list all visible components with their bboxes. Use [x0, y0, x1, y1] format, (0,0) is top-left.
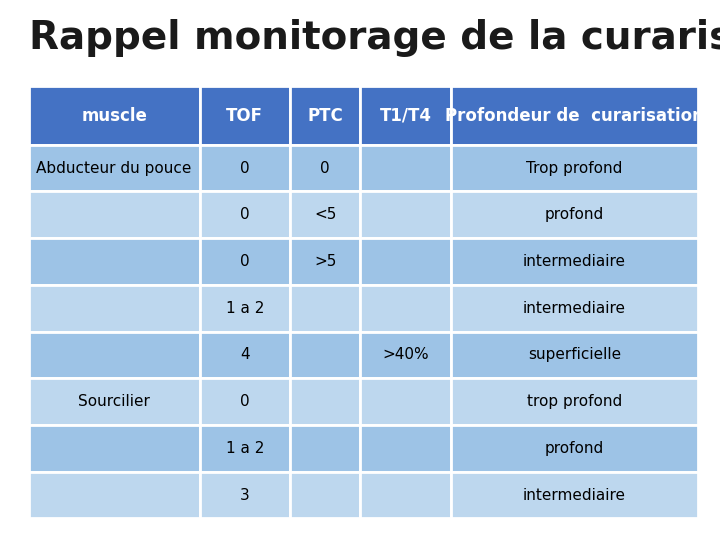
- Text: 0: 0: [320, 160, 330, 176]
- Bar: [451, 86, 698, 145]
- Text: intermediaire: intermediaire: [523, 488, 626, 503]
- Bar: [29, 238, 199, 285]
- Bar: [199, 472, 290, 518]
- Bar: [290, 192, 360, 238]
- Bar: [360, 285, 451, 332]
- Text: Profondeur de  curarisation: Profondeur de curarisation: [445, 106, 704, 125]
- Bar: [360, 472, 451, 518]
- Bar: [199, 86, 290, 145]
- Bar: [451, 332, 698, 378]
- Bar: [290, 285, 360, 332]
- Bar: [199, 332, 290, 378]
- Bar: [451, 285, 698, 332]
- Bar: [360, 238, 451, 285]
- Bar: [199, 145, 290, 192]
- Text: 0: 0: [240, 254, 250, 269]
- Bar: [199, 192, 290, 238]
- Bar: [199, 285, 290, 332]
- Text: profond: profond: [545, 207, 604, 222]
- Text: 4: 4: [240, 347, 250, 362]
- Text: Sourcilier: Sourcilier: [78, 394, 150, 409]
- Bar: [29, 378, 199, 425]
- Bar: [290, 332, 360, 378]
- Text: 0: 0: [240, 160, 250, 176]
- Bar: [290, 425, 360, 472]
- Text: Trop profond: Trop profond: [526, 160, 623, 176]
- Bar: [360, 86, 451, 145]
- Bar: [360, 378, 451, 425]
- Bar: [29, 192, 199, 238]
- Text: <5: <5: [314, 207, 336, 222]
- Bar: [29, 472, 199, 518]
- Text: muscle: muscle: [81, 106, 147, 125]
- Text: Abducteur du pouce: Abducteur du pouce: [37, 160, 192, 176]
- Text: 3: 3: [240, 488, 250, 503]
- Bar: [290, 145, 360, 192]
- Bar: [451, 378, 698, 425]
- Bar: [451, 192, 698, 238]
- Text: T1/T4: T1/T4: [379, 106, 431, 125]
- Bar: [290, 472, 360, 518]
- Text: >40%: >40%: [382, 347, 429, 362]
- Text: TOF: TOF: [226, 106, 264, 125]
- Bar: [29, 285, 199, 332]
- Text: intermediaire: intermediaire: [523, 301, 626, 316]
- Bar: [451, 145, 698, 192]
- Bar: [199, 238, 290, 285]
- Bar: [290, 238, 360, 285]
- Bar: [360, 192, 451, 238]
- Text: Rappel monitorage de la curarisation: Rappel monitorage de la curarisation: [29, 19, 720, 57]
- Text: >5: >5: [314, 254, 336, 269]
- Bar: [29, 86, 199, 145]
- Bar: [199, 425, 290, 472]
- Bar: [29, 332, 199, 378]
- Text: 1 a 2: 1 a 2: [225, 301, 264, 316]
- Bar: [360, 145, 451, 192]
- Bar: [290, 378, 360, 425]
- Bar: [199, 378, 290, 425]
- Bar: [29, 145, 199, 192]
- Bar: [360, 425, 451, 472]
- Text: 0: 0: [240, 207, 250, 222]
- Bar: [451, 238, 698, 285]
- Bar: [360, 332, 451, 378]
- Text: PTC: PTC: [307, 106, 343, 125]
- Bar: [29, 425, 199, 472]
- Text: 1 a 2: 1 a 2: [225, 441, 264, 456]
- Text: trop profond: trop profond: [527, 394, 622, 409]
- Text: intermediaire: intermediaire: [523, 254, 626, 269]
- Text: superficielle: superficielle: [528, 347, 621, 362]
- Bar: [451, 425, 698, 472]
- Text: profond: profond: [545, 441, 604, 456]
- Bar: [451, 472, 698, 518]
- Bar: [290, 86, 360, 145]
- Text: 0: 0: [240, 394, 250, 409]
